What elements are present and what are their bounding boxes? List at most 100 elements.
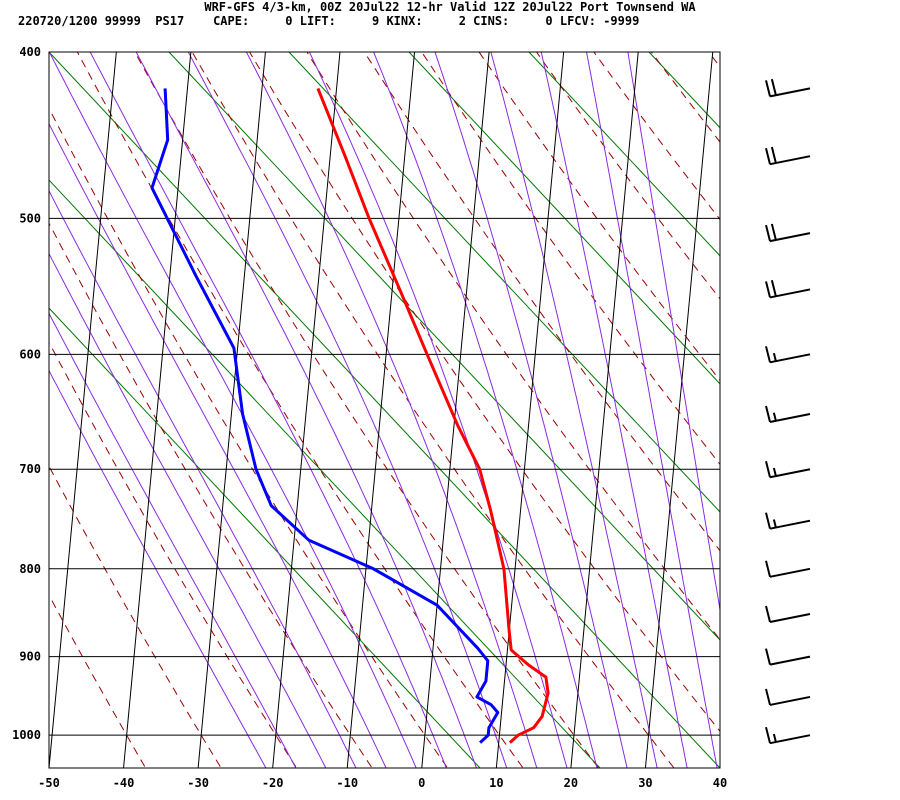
- barb-flag: [770, 146, 777, 164]
- barb-staff: [769, 155, 811, 166]
- moist-adiabat: [585, 52, 718, 768]
- x-tick-label: 30: [638, 776, 652, 790]
- barb-staff: [769, 413, 811, 423]
- moist-adiabat: [627, 52, 720, 613]
- barb-half-flag: [772, 412, 777, 422]
- wind-barb: [765, 726, 811, 745]
- barb-flag: [770, 78, 777, 96]
- dry-adiabat: [650, 52, 720, 143]
- plot-frame: [48, 51, 721, 769]
- barb-flag: [765, 405, 771, 423]
- mixing-ratio-lines: [49, 52, 720, 768]
- dry-adiabat: [49, 465, 222, 768]
- wind-barb: [765, 560, 811, 578]
- barb-staff: [769, 468, 811, 479]
- x-tick-label: -20: [262, 776, 284, 790]
- barb-staff: [769, 567, 811, 578]
- x-tick-label: 10: [489, 776, 503, 790]
- barb-flag: [765, 461, 771, 478]
- moist-adiabat: [540, 52, 688, 768]
- x-tick-label: -40: [113, 776, 135, 790]
- barb-flag: [765, 726, 771, 744]
- mixing-ratio-line: [408, 52, 720, 385]
- dry-adiabat: [49, 107, 449, 768]
- barb-staff: [769, 232, 811, 243]
- dry-adiabat: [49, 341, 298, 768]
- chart-title: WRF-GFS 4/3-km, 00Z 20Jul22 12-hr Valid …: [204, 0, 696, 14]
- dry-adiabat: [306, 52, 720, 641]
- dry-adiabat: [593, 52, 720, 221]
- isotherm-line: [421, 52, 490, 768]
- barb-staff: [769, 613, 811, 623]
- y-tick-label: 700: [19, 462, 41, 476]
- barb-flag: [765, 80, 771, 97]
- isotherm-line: [197, 52, 266, 768]
- mixing-ratio-line: [49, 52, 720, 768]
- wind-barbs: [765, 78, 811, 745]
- x-tick-label: -30: [187, 776, 209, 790]
- mixing-ratio-line: [288, 52, 720, 513]
- barb-flag: [765, 147, 771, 165]
- barb-staff: [769, 519, 811, 530]
- moist-adiabat: [245, 52, 538, 768]
- dry-adiabat: [478, 52, 720, 382]
- x-tick-label: 0: [418, 776, 425, 790]
- sounding-indices: 220720/1200 99999 PS17 CAPE: 0 LIFT: 9 K…: [18, 14, 640, 28]
- barb-half-flag: [772, 467, 777, 477]
- dewpoint-line: [150, 88, 500, 744]
- y-tick-label: 800: [19, 562, 41, 576]
- isotherm-line: [346, 52, 416, 768]
- wind-barb: [765, 461, 811, 479]
- wind-barb: [765, 146, 811, 166]
- moist-adiabat: [187, 52, 508, 768]
- barb-flag: [765, 605, 771, 623]
- isotherm-line: [123, 52, 192, 768]
- barb-half-flag: [772, 733, 777, 743]
- moist-adiabat: [308, 52, 568, 768]
- dry-adiabat: [535, 52, 720, 300]
- mixing-ratio-line: [49, 179, 601, 768]
- dry-adiabat: [134, 52, 600, 768]
- y-tick-label: 400: [19, 45, 41, 59]
- wind-barb: [765, 78, 811, 98]
- mixing-ratio-line: [168, 52, 720, 641]
- barb-staff: [769, 353, 811, 364]
- isotherm-line: [272, 52, 341, 768]
- wind-barb: [765, 605, 811, 623]
- axis-ticks: 400 500 600 700 800 900 1000 -50 -40 -30 -20 -10 0 10…: [12, 45, 727, 790]
- dry-adiabat: [363, 52, 720, 552]
- dry-adiabat: [249, 52, 720, 733]
- moist-adiabat: [434, 52, 628, 768]
- barb-flag: [765, 560, 771, 578]
- barb-half-flag: [772, 352, 777, 362]
- y-tick-label: 900: [19, 650, 41, 664]
- moist-adiabat: [89, 52, 447, 768]
- barb-flag: [765, 648, 771, 665]
- barb-staff: [769, 87, 811, 98]
- isotherm-line: [570, 52, 639, 768]
- dry-adiabat: [49, 594, 147, 768]
- dry-adiabat: [736, 14, 900, 779]
- barb-half-flag: [772, 519, 777, 528]
- temperature-line: [316, 87, 550, 744]
- barb-staff: [769, 734, 811, 745]
- moist-adiabat: [49, 369, 267, 768]
- moist-adiabat: [49, 122, 387, 768]
- barb-flag: [765, 281, 771, 298]
- barb-flag: [765, 688, 771, 706]
- x-tick-label: 40: [713, 776, 727, 790]
- barb-flag: [765, 224, 771, 242]
- x-tick-label: -50: [38, 776, 60, 790]
- x-tick-label: 20: [564, 776, 578, 790]
- isotherm-line: [644, 52, 714, 768]
- barb-flag: [770, 279, 777, 297]
- barb-flag: [770, 223, 777, 241]
- sounding-profiles: [150, 87, 550, 744]
- x-tick-label: -10: [336, 776, 358, 790]
- moist-adiabat: [49, 52, 417, 768]
- moist-adiabat: [49, 312, 297, 768]
- dry-adiabat: [421, 52, 720, 466]
- dry-adiabat: [49, 222, 373, 768]
- dry-adiabat: [849, 14, 900, 779]
